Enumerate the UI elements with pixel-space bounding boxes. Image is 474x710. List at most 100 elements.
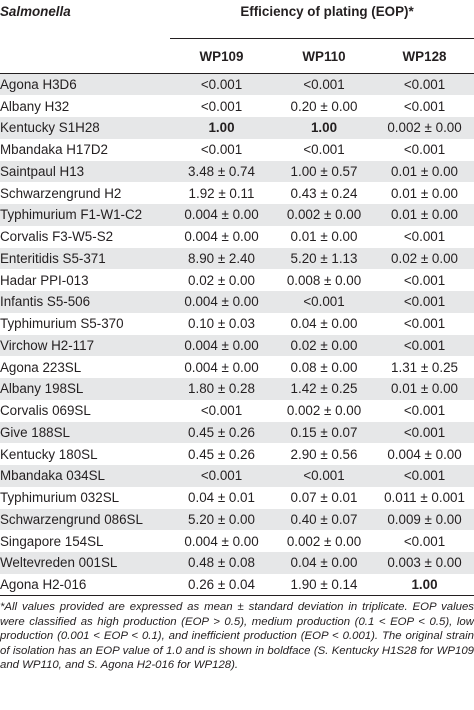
strain-name-cell: Give 188SL: [0, 424, 70, 440]
strain-name-cell: Albany H32: [0, 98, 70, 114]
wp128-value-cell: 0.02 ± 0.00: [391, 250, 458, 266]
table-row: Agona H2-016 0.26 ± 0.04 1.90 ± 0.14 1.00: [0, 573, 474, 596]
strain-name-cell: Virchow H2-117: [0, 337, 95, 353]
wp128-value-cell: <0.001: [403, 424, 446, 440]
wp110-value-cell: <0.001: [303, 468, 345, 484]
wp128-value-cell: <0.001: [403, 403, 446, 419]
strain-name-cell: Kentucky S1H28: [0, 120, 100, 136]
wp109-value-cell: 1.00: [208, 120, 235, 136]
wp109-value-cell: <0.001: [200, 468, 243, 484]
wp109-value-cell: 0.45 ± 0.26: [188, 424, 255, 440]
wp109-value-cell: 0.004 ± 0.00: [184, 337, 259, 353]
strain-name-cell: Agona 223SL: [0, 359, 82, 375]
table-row: Virchow H2-117 0.004 ± 0.00 0.02 ± 0.00 <0.…: [0, 334, 474, 357]
wp110-value-cell: 0.04 ± 0.00: [290, 555, 358, 571]
wp109-value-cell: 0.48 ± 0.08: [188, 555, 255, 571]
wp109-value-cell: 8.90 ± 2.40: [188, 250, 255, 266]
wp128-value-cell: <0.001: [403, 98, 446, 114]
table-row: Weltevreden 001SL 0.48 ± 0.08 0.04 ± 0.00 0…: [0, 552, 474, 574]
table-row: Kentucky 180SL 0.45 ± 0.26 2.90 ± 0.56 0.00…: [0, 443, 474, 465]
table-row: Typhimurium F1-W1-C2 0.004 ± 0.00 0.002 ± …: [0, 204, 474, 226]
wp109-value-cell: <0.001: [200, 142, 243, 158]
wp110-value-cell: 0.40 ± 0.07: [290, 511, 358, 527]
wp109-value-cell: <0.001: [200, 77, 243, 93]
wp110-value-cell: 0.002 ± 0.00: [286, 533, 362, 549]
table-footnote: *All values provided are expressed as me…: [0, 601, 474, 672]
strain-name-cell: Mbandaka H17D2: [0, 142, 108, 158]
wp109-value-cell: 0.004 ± 0.00: [184, 359, 259, 375]
table-row: Singapore 154SL 0.004 ± 0.00 0.002 ± 0.00 <…: [0, 530, 474, 552]
table-row: Albany 198SL 1.80 ± 0.28 1.42 ± 0.25 0.01 ±…: [0, 378, 474, 400]
strain-name-cell: Typhimurium S5-370: [0, 316, 124, 332]
wp109-value-cell: 0.004 ± 0.00: [184, 533, 259, 549]
wp110-value-cell: <0.001: [303, 142, 345, 158]
wp110-value-cell: 0.15 ± 0.07: [290, 424, 358, 440]
wp128-value-cell: 1.31 ± 0.25: [391, 359, 458, 375]
wp109-value-cell: 5.20 ± 0.00: [188, 511, 255, 527]
wp128-value-cell: 0.002 ± 0.00: [387, 120, 462, 136]
wp110-value-cell: 1.00 ± 0.57: [290, 163, 358, 179]
wp128-value-cell: 0.003 ± 0.00: [387, 555, 462, 571]
wp128-value-cell: <0.001: [403, 337, 446, 353]
wp110-value-cell: 0.002 ± 0.00: [286, 403, 362, 419]
table-row: Corvalis 069SL <0.001 0.002 ± 0.00 <0.001: [0, 400, 474, 422]
strain-name-cell: Corvalis F3-W5-S2: [0, 229, 114, 245]
strain-name-cell: Albany 198SL: [0, 381, 84, 397]
eop-table-body: Agona H3D6 <0.001 <0.001 <0.001 Albany H32 <0…: [0, 73, 474, 596]
wp128-value-cell: <0.001: [403, 294, 446, 310]
strain-name-cell: Infantis S5-506: [0, 294, 91, 310]
wp109-value-cell: <0.001: [200, 98, 243, 114]
table-row: Typhimurium 032SL 0.04 ± 0.01 0.07 ± 0.01 0…: [0, 487, 474, 509]
wp109-value-cell: 0.02 ± 0.00: [188, 272, 255, 288]
wp109-value-cell: 0.004 ± 0.00: [184, 294, 259, 310]
table-row: Agona H3D6 <0.001 <0.001 <0.001: [0, 73, 474, 96]
wp110-value-cell: 2.90 ± 0.56: [290, 446, 358, 462]
wp128-value-cell: 0.01 ± 0.00: [391, 207, 458, 223]
wp110-value-cell: 5.20 ± 1.13: [290, 250, 358, 266]
strain-name-cell: Weltevreden 001SL: [0, 555, 118, 571]
wp128-value-cell: <0.001: [403, 142, 446, 158]
table-row: Saintpaul H13 3.48 ± 0.74 1.00 ± 0.57 0.01 …: [0, 160, 474, 183]
wp110-value-cell: 1.00: [310, 120, 338, 136]
wp128-value-cell: 0.009 ± 0.00: [387, 511, 462, 527]
wp110-value-cell: 0.20 ± 0.00: [290, 98, 358, 114]
table-row: Kentucky S1H28 1.00 1.00 0.002 ± 0.00: [0, 117, 474, 139]
wp128-value-cell: <0.001: [403, 468, 446, 484]
strain-name-cell: Typhimurium F1-W1-C2: [0, 207, 143, 223]
wp110-value-cell: 0.04 ± 0.00: [290, 316, 358, 332]
wp109-value-cell: 0.04 ± 0.01: [188, 490, 255, 506]
wp109-value-cell: 0.004 ± 0.00: [184, 229, 259, 245]
strain-name-cell: Saintpaul H13: [0, 163, 85, 179]
wp110-value-cell: 0.02 ± 0.00: [290, 337, 358, 353]
table-row: Albany H32 <0.001 0.20 ± 0.00 <0.001: [0, 95, 474, 117]
strain-name-cell: Enteritidis S5-371: [0, 250, 106, 266]
strain-name-cell: Agona H2-016: [0, 573, 170, 596]
strain-name-cell: Schwarzengrund 086SL: [0, 511, 143, 527]
table-row: Corvalis F3-W5-S2 0.004 ± 0.00 0.01 ± 0.00…: [0, 226, 474, 248]
wp128-value-cell: <0.001: [403, 77, 446, 93]
wp128-value-cell: <0.001: [403, 316, 446, 332]
wp110-value-cell: 0.07 ± 0.01: [290, 490, 358, 506]
wp110-value-cell: <0.001: [303, 77, 345, 93]
table-row: Agona 223SL 0.004 ± 0.00 0.08 ± 0.00 1.31 ±…: [0, 356, 474, 378]
strain-name-cell: Typhimurium 032SL: [0, 490, 120, 506]
wp109-value-cell: 3.48 ± 0.74: [188, 163, 255, 179]
wp128-value-cell: 0.011 ± 0.001: [384, 490, 465, 506]
wp110-value-cell: 1.90 ± 0.14: [273, 573, 375, 596]
strain-name-cell: Agona H3D6: [0, 77, 77, 93]
strain-name-cell: Corvalis 069SL: [0, 403, 91, 419]
table-row: Typhimurium S5-370 0.10 ± 0.03 0.04 ± 0.00…: [0, 313, 474, 335]
wp109-value-cell: <0.001: [200, 403, 243, 419]
wp110-value-cell: 1.42 ± 0.25: [290, 381, 358, 397]
wp109-value-cell: 1.92 ± 0.11: [188, 185, 255, 201]
eop-table: Salmonella Efficiency of plating (EOP)* …: [0, 4, 474, 596]
table-row: Hadar PPI-013 0.02 ± 0.00 0.008 ± 0.00 <0.0…: [0, 269, 474, 291]
wp128-value-cell: 0.01 ± 0.00: [391, 163, 458, 179]
wp128-value-cell: 0.004 ± 0.00: [387, 446, 462, 462]
wp110-value-cell: 0.01 ± 0.00: [290, 229, 358, 245]
wp128-value-cell: 0.01 ± 0.00: [391, 381, 458, 397]
wp109-value-cell: 0.004 ± 0.00: [184, 207, 259, 223]
salmonella-column-header: Salmonella: [0, 4, 71, 19]
strain-name-cell: Mbandaka 034SL: [0, 468, 105, 484]
wp109-column-header: WP109: [170, 38, 273, 74]
